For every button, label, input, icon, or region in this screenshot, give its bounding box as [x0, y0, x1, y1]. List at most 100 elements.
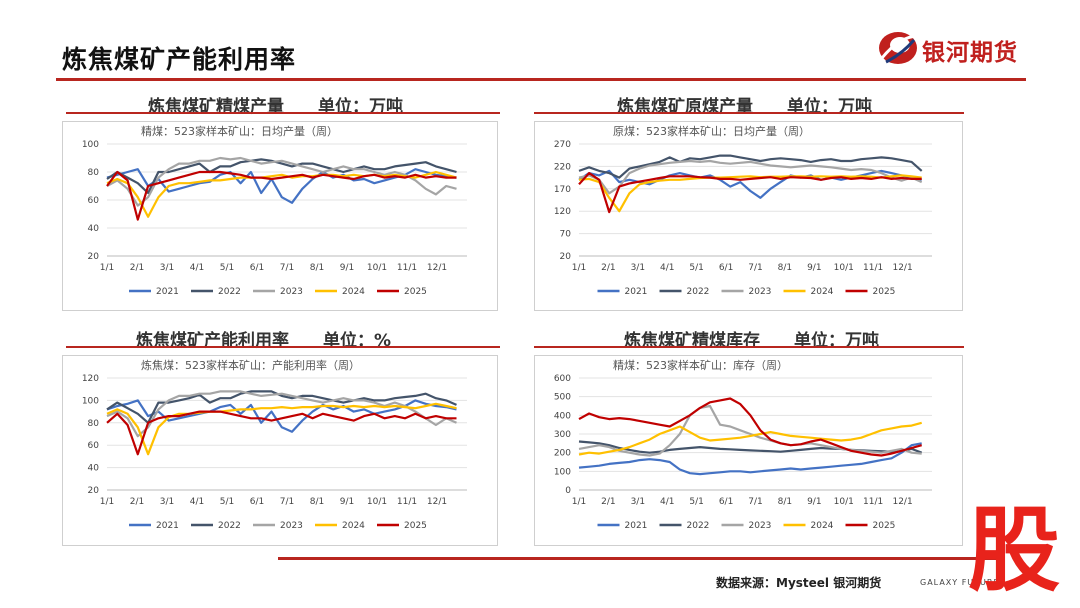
brand-name: 银河期货	[922, 40, 1018, 66]
y-tick-label: 400	[554, 411, 571, 421]
chart-3-plot: 炼焦煤：523家样本矿山：产能利用率（周） 20 40 60 80 100 120 1/1 2/…	[82, 358, 467, 531]
panel-4-rule	[534, 346, 964, 348]
x-tick-label: 6/1	[719, 263, 733, 273]
y-tick-label: 220	[554, 162, 571, 172]
x-tick-label: 12/1	[892, 263, 912, 273]
y-tick-label: 120	[554, 207, 571, 217]
x-tick-label: 2/1	[130, 497, 144, 507]
x-tick-label: 5/1	[689, 497, 703, 507]
legend-label-2025: 2025	[404, 287, 427, 297]
x-tick-label: 6/1	[719, 497, 733, 507]
x-tick-label: 1/1	[572, 263, 586, 273]
x-tick-label: 12/1	[892, 497, 912, 507]
series-line-2025	[106, 410, 457, 456]
series-line-2023	[106, 390, 457, 438]
x-tick-label: 10/1	[834, 497, 854, 507]
legend-label-2021: 2021	[625, 287, 648, 297]
y-tick-label: 100	[82, 140, 99, 150]
panel-3-rule	[66, 346, 500, 348]
chart-4-plot: 精煤：523家样本矿山：库存（周） 0 100 200 300 400 500 600 1/1 2…	[554, 358, 932, 531]
x-tick-label: 10/1	[834, 263, 854, 273]
series-line-2024	[578, 174, 922, 213]
y-tick-label: 70	[560, 230, 572, 240]
series-line-2024	[106, 170, 457, 218]
x-tick-label: 11/1	[397, 263, 417, 273]
legend-label-2022: 2022	[687, 521, 710, 531]
legend-label-2023: 2023	[280, 521, 303, 531]
x-tick-label: 9/1	[340, 263, 354, 273]
footer-divider	[278, 557, 998, 560]
series-line-2021	[578, 442, 922, 476]
x-tick-label: 7/1	[748, 497, 762, 507]
legend-label-2025: 2025	[873, 521, 896, 531]
series-line-2025	[578, 171, 922, 214]
x-tick-label: 4/1	[190, 263, 204, 273]
stamp-watermark: 股	[968, 497, 1061, 604]
y-tick-label: 20	[560, 252, 572, 262]
y-tick-label: 60	[88, 441, 100, 451]
legend-label-2024: 2024	[342, 287, 365, 297]
y-tick-label: 80	[88, 419, 100, 429]
x-tick-label: 7/1	[280, 263, 294, 273]
chart-1: 精煤：523家样本矿山：日均产量（周） 20 40 60 80 100 1/1 2/1 3/1 4…	[62, 121, 498, 311]
x-tick-label: 11/1	[397, 497, 417, 507]
title-divider	[56, 78, 1026, 81]
legend-label-2024: 2024	[811, 287, 834, 297]
x-tick-label: 3/1	[160, 497, 174, 507]
galaxy-logo-icon	[879, 32, 917, 64]
y-tick-label: 200	[554, 449, 571, 459]
legend-label-2021: 2021	[156, 287, 179, 297]
x-tick-label: 8/1	[778, 497, 792, 507]
series-line-2024	[578, 421, 922, 456]
x-tick-label: 9/1	[807, 497, 821, 507]
chart-4: 精煤：523家样本矿山：库存（周） 0 100 200 300 400 500 600 1/1 2…	[534, 355, 963, 546]
chart-subtitle: 精煤：523家样本矿山：日均产量（周）	[141, 124, 338, 138]
chart-subtitle: 精煤：523家样本矿山：库存（周）	[613, 358, 788, 372]
legend-label-2024: 2024	[811, 521, 834, 531]
y-tick-label: 600	[554, 374, 571, 384]
x-tick-label: 1/1	[100, 497, 114, 507]
data-source: 数据来源：Mysteel 银河期货	[716, 576, 882, 590]
chart-2-plot: 原煤：523家样本矿山：日均产量（周） 20 70 120 170 220 270 1/1 2/…	[554, 124, 932, 297]
y-tick-label: 0	[565, 486, 571, 496]
x-tick-label: 5/1	[220, 497, 234, 507]
y-tick-label: 80	[88, 168, 100, 178]
x-tick-label: 4/1	[190, 497, 204, 507]
series-line-2025	[578, 397, 922, 457]
y-tick-label: 60	[88, 196, 100, 206]
series-line-2025	[106, 170, 457, 221]
x-tick-label: 6/1	[250, 263, 264, 273]
x-tick-label: 2/1	[601, 497, 615, 507]
x-tick-label: 1/1	[572, 497, 586, 507]
x-tick-label: 6/1	[250, 497, 264, 507]
x-tick-label: 8/1	[310, 263, 324, 273]
legend-label-2025: 2025	[873, 287, 896, 297]
legend-label-2022: 2022	[218, 287, 241, 297]
legend-label-2022: 2022	[218, 521, 241, 531]
y-tick-label: 500	[554, 393, 571, 403]
y-tick-label: 100	[82, 396, 99, 406]
panel-1-rule	[66, 112, 500, 114]
y-tick-label: 100	[554, 467, 571, 477]
chart-3: 炼焦煤：523家样本矿山：产能利用率（周） 20 40 60 80 100 120 1/1 2/…	[62, 355, 498, 546]
x-tick-label: 12/1	[427, 497, 447, 507]
x-tick-label: 4/1	[660, 263, 674, 273]
x-tick-label: 10/1	[367, 497, 387, 507]
x-tick-label: 3/1	[631, 263, 645, 273]
x-tick-label: 1/1	[100, 263, 114, 273]
y-tick-label: 120	[82, 374, 99, 384]
chart-2: 原煤：523家样本矿山：日均产量（周） 20 70 120 170 220 270 1/1 2/…	[534, 121, 963, 311]
x-tick-label: 10/1	[367, 263, 387, 273]
legend-label-2021: 2021	[625, 521, 648, 531]
series-line-2024	[106, 402, 457, 456]
legend-label-2025: 2025	[404, 521, 427, 531]
x-tick-label: 8/1	[778, 263, 792, 273]
legend-label-2023: 2023	[749, 521, 772, 531]
x-tick-label: 8/1	[310, 497, 324, 507]
series-line-2022	[578, 154, 923, 179]
x-tick-label: 7/1	[748, 263, 762, 273]
brand-logo	[876, 28, 1036, 68]
x-tick-label: 4/1	[660, 497, 674, 507]
y-tick-label: 40	[88, 224, 100, 234]
legend-label-2022: 2022	[687, 287, 710, 297]
